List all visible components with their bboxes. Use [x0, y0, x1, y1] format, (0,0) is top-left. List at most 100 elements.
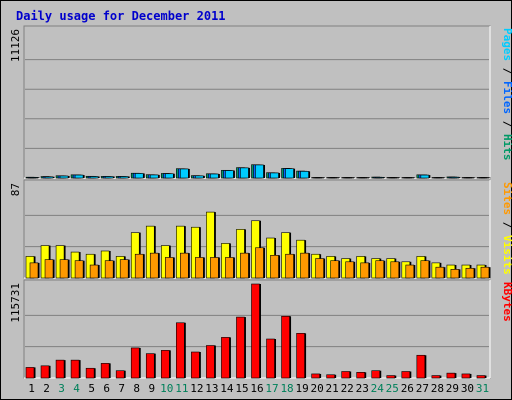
panel-middle: 87 Sites / Visits	[9, 179, 512, 279]
bar	[420, 260, 430, 279]
bar	[326, 374, 335, 379]
bar	[180, 168, 189, 179]
bar	[405, 177, 415, 179]
bar	[225, 257, 234, 279]
bar	[356, 372, 366, 379]
bar	[300, 171, 309, 179]
bar	[446, 372, 456, 379]
panel-top: 11126 Pages / Files / Hits	[9, 25, 512, 179]
bar	[375, 260, 385, 279]
legend-part: Sites	[501, 182, 512, 215]
bar	[300, 252, 309, 279]
bar	[180, 252, 189, 279]
x-tick-label: 15	[235, 382, 248, 395]
bar	[435, 266, 445, 279]
x-tick-label: 10	[160, 382, 173, 395]
x-tick-label: 31	[476, 382, 489, 395]
legend-part: Hits	[501, 134, 512, 161]
bar	[476, 375, 486, 379]
y-max-label: 11126	[9, 29, 22, 62]
x-tick-label: 13	[205, 382, 218, 395]
bar	[270, 172, 279, 179]
bar	[465, 177, 475, 179]
x-tick-label: 30	[461, 382, 474, 395]
bar	[119, 259, 129, 279]
bar	[145, 353, 155, 379]
x-tick-label: 18	[280, 382, 293, 395]
bar	[330, 260, 339, 279]
x-tick-label: 26	[401, 382, 414, 395]
bar	[240, 252, 249, 279]
bar	[164, 173, 174, 179]
x-tick-label: 21	[326, 382, 339, 395]
bar	[44, 176, 54, 179]
legend-part: KBytes	[501, 282, 512, 322]
bar	[266, 338, 275, 379]
bar	[236, 316, 245, 379]
legend-part: /	[501, 114, 512, 134]
bar	[386, 375, 396, 379]
bar	[315, 177, 324, 179]
bar	[240, 167, 249, 179]
bar	[149, 174, 159, 179]
x-tick-label: 29	[446, 382, 459, 395]
bar	[104, 176, 114, 179]
bar	[176, 322, 185, 379]
x-tick-label: 4	[73, 382, 80, 395]
x-tick-label: 7	[118, 382, 125, 395]
bar	[85, 367, 95, 379]
bar	[296, 333, 305, 379]
x-tick-label: 28	[431, 382, 444, 395]
series-pages	[29, 164, 491, 179]
x-tick-label: 20	[311, 382, 324, 395]
chart-title: Daily usage for December 2011	[16, 9, 226, 23]
bar	[74, 174, 84, 179]
bar	[311, 373, 320, 379]
bar	[281, 315, 290, 379]
bar	[435, 177, 445, 179]
bar	[480, 266, 490, 279]
bar	[191, 351, 200, 379]
series-legend-label: Pages / Files / Hits	[501, 28, 512, 161]
y-max-label: 115731	[9, 283, 22, 323]
x-tick-label: 12	[190, 382, 203, 395]
bar	[55, 359, 65, 379]
bar	[206, 345, 215, 379]
bar	[225, 170, 234, 179]
bar	[375, 176, 385, 179]
bar	[465, 267, 475, 279]
bar	[195, 175, 204, 179]
bar	[461, 373, 471, 379]
x-tick-label: 11	[175, 382, 188, 395]
bar	[134, 253, 144, 279]
x-tick-label: 8	[133, 382, 140, 395]
legend-part: /	[501, 215, 512, 235]
bar	[44, 259, 54, 279]
bar	[134, 173, 144, 179]
bar	[74, 260, 84, 279]
y-max-label: 87	[9, 183, 22, 196]
bar	[360, 177, 370, 179]
bar	[251, 283, 260, 379]
bar	[390, 177, 400, 179]
bar	[341, 371, 350, 379]
x-tick-label: 5	[88, 382, 95, 395]
bar	[149, 252, 159, 279]
x-tick-label: 22	[341, 382, 354, 395]
bar	[210, 257, 219, 279]
legend-part: Files	[501, 81, 512, 114]
x-tick-label: 3	[58, 382, 65, 395]
bar	[29, 177, 39, 179]
bar	[450, 269, 460, 279]
bar	[345, 177, 354, 179]
bar	[371, 370, 381, 379]
bar	[405, 264, 415, 279]
bar	[221, 337, 230, 379]
bar	[255, 164, 264, 179]
panel-bottom: 115731 KBytes	[9, 279, 512, 379]
bar	[89, 176, 99, 179]
bar	[315, 258, 324, 279]
bar	[210, 173, 219, 179]
x-tick-label: 23	[356, 382, 369, 395]
legend-part: Visits	[501, 235, 512, 275]
